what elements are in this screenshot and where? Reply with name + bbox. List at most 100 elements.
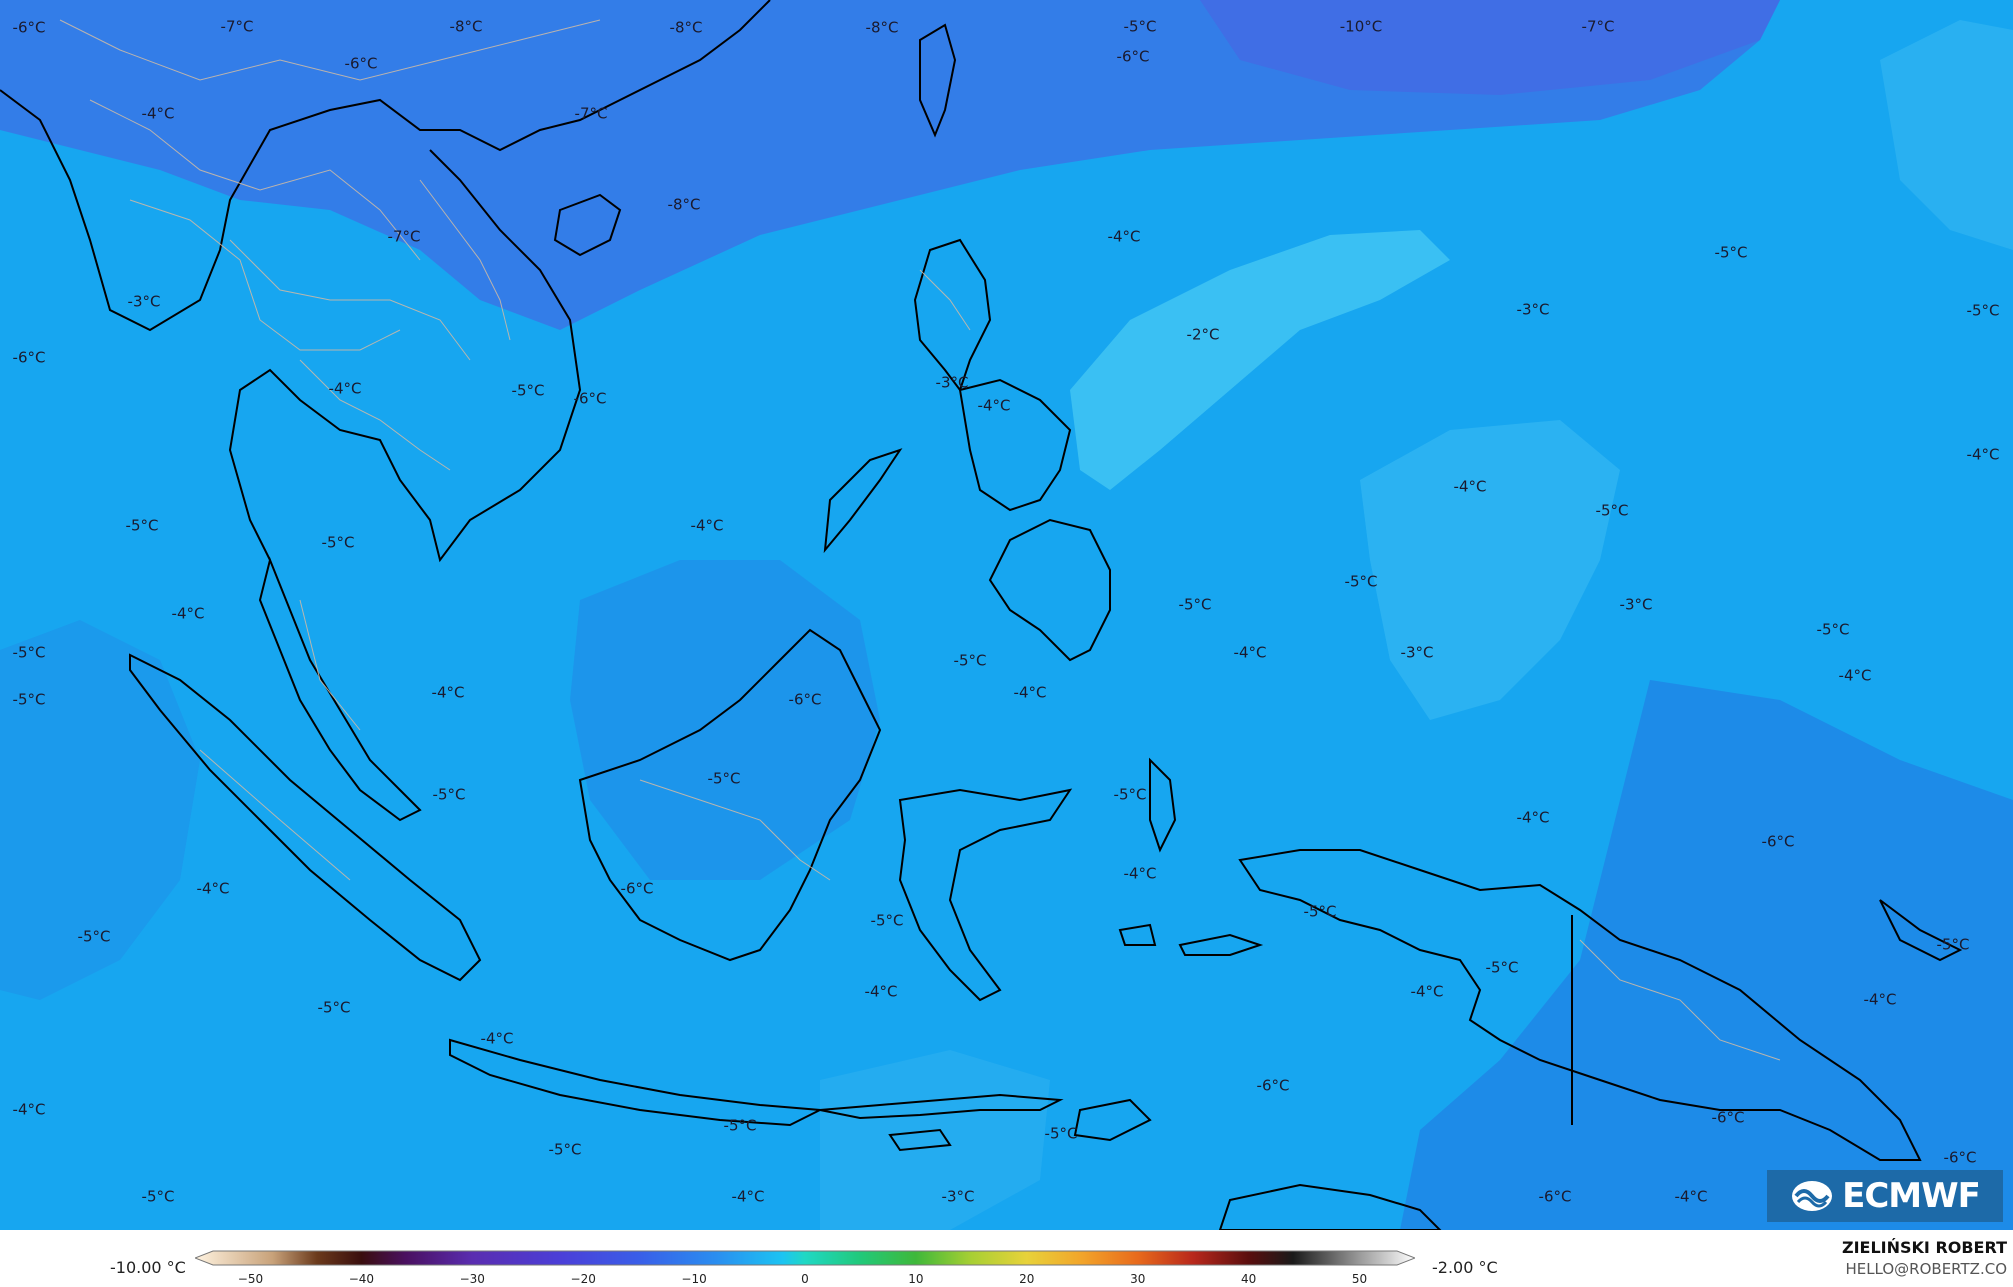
author-name: ZIELIŃSKI ROBERT xyxy=(1841,1238,2007,1257)
colorbar-tick-label: 10 xyxy=(908,1272,924,1286)
temperature-label: -4°C xyxy=(1838,666,1872,685)
temperature-label: -4°C xyxy=(864,982,898,1001)
temperature-label: -4°C xyxy=(1410,982,1444,1001)
colorbar-body xyxy=(195,1250,1415,1266)
temperature-label: -6°C xyxy=(1711,1108,1745,1127)
colorbar-tick-label: −30 xyxy=(459,1272,485,1286)
coast-sulawesi xyxy=(898,788,1073,1002)
temperature-label: -4°C xyxy=(1233,643,1267,662)
temperature-label: -6°C xyxy=(12,18,46,37)
warm-zone-far-east xyxy=(1880,20,2013,250)
temperature-label: -5°C xyxy=(723,1116,757,1135)
temperature-label: -6°C xyxy=(1256,1076,1290,1095)
colorbar-tick-label: 40 xyxy=(1240,1272,1257,1286)
warm-zone-south xyxy=(820,1050,1050,1230)
coast-philippines-visayas xyxy=(958,378,1072,512)
coast-sumba xyxy=(888,1128,952,1152)
map-canvas xyxy=(0,0,2013,1230)
temperature-label: -8°C xyxy=(667,195,701,214)
colorbar-tick-label: 50 xyxy=(1351,1272,1368,1286)
colorbar-tick-label: 20 xyxy=(1019,1272,1035,1286)
coast-java xyxy=(449,1038,824,1127)
temperature-label: -5°C xyxy=(1816,620,1850,639)
temperature-label: -6°C xyxy=(1538,1187,1572,1206)
warm-zone-pacific xyxy=(1070,230,1450,490)
temperature-label: -4°C xyxy=(431,683,465,702)
coast-sumatra xyxy=(129,653,482,982)
temperature-label: -5°C xyxy=(77,927,111,946)
colorbar-tick-label: −40 xyxy=(348,1272,375,1286)
coast-hainan xyxy=(553,193,622,257)
temperature-label: -2°C xyxy=(1186,325,1220,344)
coast-timor xyxy=(1073,1098,1152,1142)
temperature-label: -7°C xyxy=(387,227,421,246)
temperature-label: -3°C xyxy=(127,292,161,311)
coast-malay xyxy=(258,556,422,822)
temperature-label: -5°C xyxy=(1113,785,1147,804)
borders xyxy=(59,19,1781,1061)
warm-zone-east xyxy=(1360,420,1620,720)
temperature-label: -8°C xyxy=(865,18,899,37)
temperature-label: -10°C xyxy=(1339,17,1383,36)
author-email: HELLO@ROBERTZ.CO xyxy=(1845,1260,2007,1278)
ecmwf-logo: ECMWF xyxy=(1767,1170,2003,1222)
ecmwf-logo-text: ECMWF xyxy=(1842,1176,1981,1216)
temperature-label: -5°C xyxy=(707,769,741,788)
temperature-label: -6°C xyxy=(1116,47,1150,66)
temperature-label: -4°C xyxy=(1674,1187,1708,1206)
temperature-label: -5°C xyxy=(1714,243,1748,262)
colorbar-tick-label: 0 xyxy=(801,1272,809,1286)
temperature-label: -5°C xyxy=(12,643,46,662)
temperature-label: -4°C xyxy=(977,396,1011,415)
temperature-label: -3°C xyxy=(941,1187,975,1206)
ecmwf-logo-icon xyxy=(1792,1181,1833,1211)
temperature-label: -4°C xyxy=(1863,990,1897,1009)
temperature-label: -5°C xyxy=(321,533,355,552)
temperature-label: -4°C xyxy=(12,1100,46,1119)
coast-philippines-luzon xyxy=(913,238,992,393)
coast-taiwan xyxy=(919,23,957,138)
temperature-label: -4°C xyxy=(1013,683,1047,702)
temperature-label: -6°C xyxy=(573,389,607,408)
coast-halmahera xyxy=(1149,757,1177,853)
temperature-label: -5°C xyxy=(1936,935,1970,954)
temperature-label: -7°C xyxy=(574,104,608,123)
temperature-label: -5°C xyxy=(125,516,159,535)
cold-zone-newguinea xyxy=(1400,680,2013,1230)
temperature-label: -4°C xyxy=(480,1029,514,1048)
coast-buru xyxy=(1118,923,1157,946)
temperature-label: -3°C xyxy=(935,373,969,392)
coast-palawan xyxy=(823,448,903,554)
temperature-label: -6°C xyxy=(12,348,46,367)
cold-zone-northeast xyxy=(1200,0,1780,95)
temperature-label: -6°C xyxy=(788,690,822,709)
cool-zone-borneo xyxy=(570,560,880,880)
temperature-label: -4°C xyxy=(1123,864,1157,883)
temperature-label: -4°C xyxy=(1453,477,1487,496)
coast-mindanao xyxy=(988,518,1111,662)
coast-newguinea xyxy=(1238,849,1922,1161)
colorbar-tick-label: −10 xyxy=(681,1272,707,1286)
legend-max-label: -2.00 °C xyxy=(1432,1258,1498,1277)
temperature-label: -4°C xyxy=(196,879,230,898)
legend-bar: -10.00 °C −50 −40 −30 −20 −10 0 10 20 30 40 50 -2.… xyxy=(0,1230,2013,1287)
temperature-map[interactable]: -6°C -7°C -8°C -8°C -8°C -5°C -10°C -7°C -6°C -6°… xyxy=(0,0,2013,1230)
coast-indochina xyxy=(0,0,771,332)
coast-png-islands xyxy=(1879,899,1963,962)
colorbar-tick-label: 30 xyxy=(1130,1272,1146,1286)
temperature-label: -4°C xyxy=(731,1187,765,1206)
temperature-label: -5°C xyxy=(1485,958,1519,977)
temperature-label: -8°C xyxy=(449,17,483,36)
temperature-label: -4°C xyxy=(1966,445,2000,464)
temperature-label: -5°C xyxy=(1966,301,2000,320)
temperature-label: -3°C xyxy=(1400,643,1434,662)
temperature-label: -5°C xyxy=(432,785,466,804)
colorbar-tick-label: −50 xyxy=(237,1272,264,1286)
temperature-label: -4°C xyxy=(690,516,724,535)
temperature-label: -3°C xyxy=(1516,300,1550,319)
temperature-label: -6°C xyxy=(1761,832,1795,851)
temperature-label: -5°C xyxy=(548,1140,582,1159)
cold-zones xyxy=(0,0,2013,1230)
coast-south-islands xyxy=(1218,1183,1442,1230)
temperature-label: -5°C xyxy=(870,911,904,930)
